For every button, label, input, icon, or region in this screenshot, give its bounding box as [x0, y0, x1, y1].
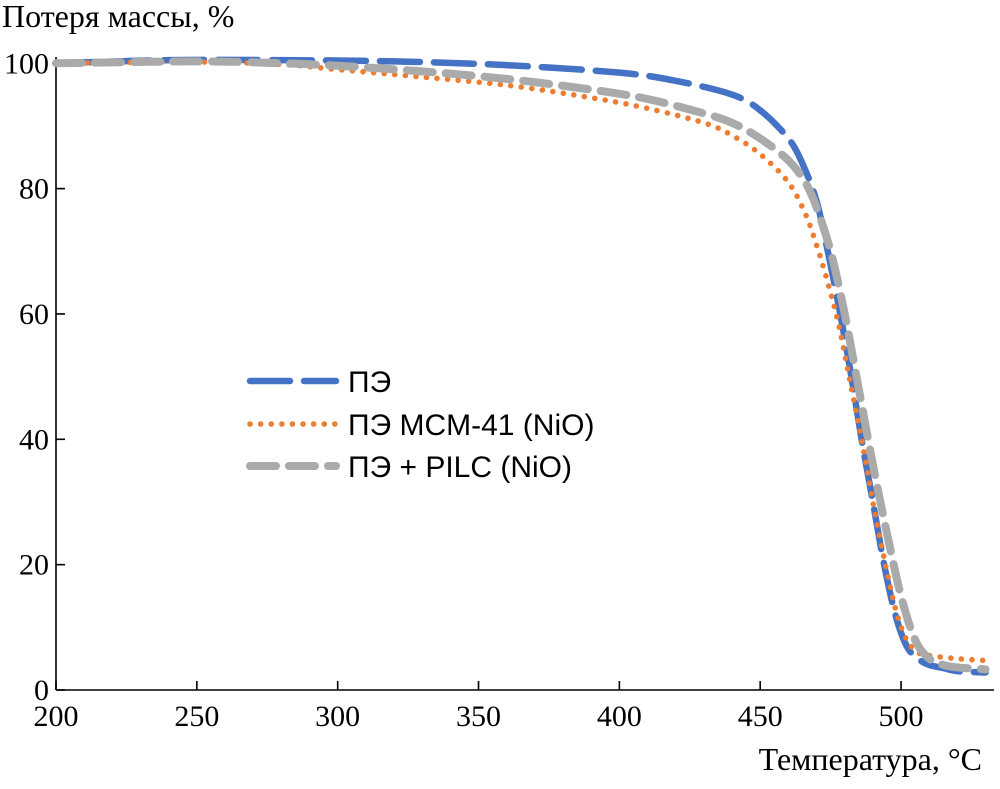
x-tick-label: 300: [315, 700, 360, 733]
legend-label: ПЭ + PILC (NiO): [348, 451, 572, 484]
y-tick-label: 40: [19, 423, 49, 456]
x-tick-label: 450: [738, 700, 783, 733]
y-axis-title: Потеря массы, %: [2, 0, 234, 34]
y-ticks: 0 20 40 60 80 100: [4, 47, 65, 707]
y-tick-label: 100: [4, 47, 49, 80]
legend-label: ПЭ MCM-41 (NiO): [348, 409, 594, 442]
x-axis-title: Температура, °C: [759, 741, 982, 777]
x-tick-label: 400: [597, 700, 642, 733]
x-tick-label: 250: [174, 700, 219, 733]
x-tick-label: 350: [456, 700, 501, 733]
legend: ПЭ ПЭ MCM-41 (NiO) ПЭ + PILC (NiO): [246, 366, 594, 484]
series-line-3: [52, 57, 990, 674]
legend-label: ПЭ: [348, 366, 391, 399]
x-tick-label: 200: [34, 700, 79, 733]
series-layer: [52, 56, 990, 676]
x-tick-label: 500: [879, 700, 924, 733]
y-tick-label: 20: [19, 549, 49, 582]
series-line-1: [52, 56, 989, 676]
y-tick-label: 0: [34, 674, 49, 707]
y-tick-label: 60: [19, 298, 49, 331]
x-ticks: 200 250 300 350 400 450 500: [34, 681, 924, 733]
series-line-2: [53, 59, 989, 664]
y-tick-label: 80: [19, 173, 49, 206]
